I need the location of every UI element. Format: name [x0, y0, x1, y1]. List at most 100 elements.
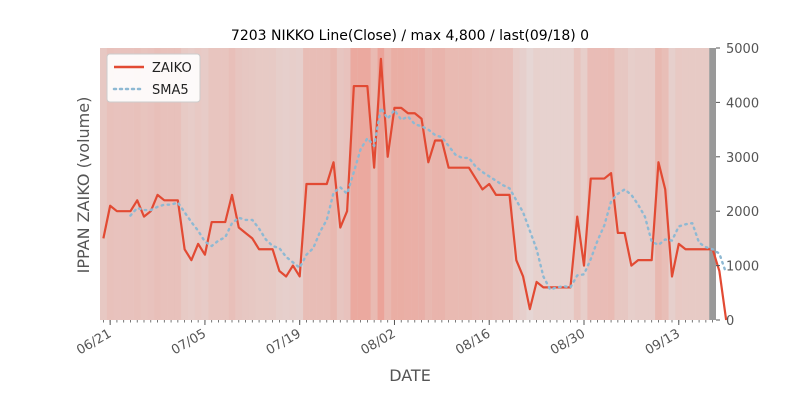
day-band — [221, 48, 229, 320]
day-band — [553, 48, 561, 320]
day-band — [154, 48, 161, 320]
day-band — [709, 48, 716, 320]
day-band — [127, 48, 134, 320]
day-band — [330, 48, 337, 320]
day-band — [492, 48, 500, 320]
day-band — [526, 48, 534, 320]
day-band — [411, 48, 419, 320]
day-band — [607, 48, 615, 320]
x-tick-label: 08/02 — [359, 326, 399, 358]
day-band — [655, 48, 662, 320]
day-band — [188, 48, 195, 320]
day-band — [580, 48, 588, 320]
day-band — [702, 48, 710, 320]
day-band — [242, 48, 249, 320]
legend-label-zaiko: ZAIKO — [152, 61, 192, 76]
day-band — [350, 48, 358, 320]
x-tick-label: 09/13 — [643, 326, 683, 358]
day-band — [147, 48, 155, 320]
day-band — [140, 48, 148, 320]
day-band — [431, 48, 439, 320]
day-band — [289, 48, 297, 320]
day-band — [560, 48, 568, 320]
day-band — [499, 48, 507, 320]
day-band — [276, 48, 283, 320]
day-band — [628, 48, 635, 320]
day-band — [675, 48, 683, 320]
day-band — [695, 48, 703, 320]
day-band — [424, 48, 432, 320]
day-band — [201, 48, 209, 320]
day-band — [106, 48, 114, 320]
day-band — [174, 48, 182, 320]
day-band — [418, 48, 425, 320]
x-tick-label: 07/05 — [169, 326, 209, 358]
day-band — [533, 48, 540, 320]
y-tick-label: 3000 — [726, 151, 759, 166]
day-band — [404, 48, 412, 320]
y-tick-label: 5000 — [726, 42, 759, 57]
day-band — [336, 48, 344, 320]
day-band — [235, 48, 243, 320]
day-band — [194, 48, 202, 320]
day-band — [113, 48, 121, 320]
day-band — [438, 48, 446, 320]
day-band — [167, 48, 175, 320]
day-band — [641, 48, 649, 320]
day-band — [452, 48, 459, 320]
day-band — [465, 48, 473, 320]
day-band — [458, 48, 466, 320]
day-band — [364, 48, 371, 320]
day-band — [519, 48, 527, 320]
day-band — [133, 48, 141, 320]
day-band — [634, 48, 642, 320]
day-band — [120, 48, 128, 320]
day-band — [357, 48, 364, 320]
day-band — [377, 48, 385, 320]
y-tick-label: 1000 — [726, 260, 759, 275]
day-band — [573, 48, 581, 320]
y-axis-label: IPPAN ZAIKO (volume) — [74, 97, 93, 274]
day-band — [282, 48, 290, 320]
day-band — [397, 48, 405, 320]
day-band — [215, 48, 222, 320]
series-line-sma5 — [129, 106, 728, 291]
x-tick-label: 08/16 — [453, 326, 493, 358]
y-tick-label: 4000 — [726, 96, 759, 111]
day-band — [648, 48, 656, 320]
y-tick-label: 0 — [726, 314, 734, 329]
day-band — [160, 48, 168, 320]
day-band — [296, 48, 304, 320]
day-band — [688, 48, 696, 320]
day-band — [668, 48, 676, 320]
day-band — [391, 48, 398, 320]
day-band — [512, 48, 520, 320]
day-band — [567, 48, 574, 320]
legend-label-sma5: SMA5 — [152, 83, 189, 98]
day-band — [614, 48, 622, 320]
y-tick-label: 2000 — [726, 205, 759, 220]
day-band — [269, 48, 276, 320]
legend: ZAIKO SMA5 — [106, 53, 201, 103]
x-tick-label: 08/30 — [548, 326, 588, 358]
series-layer — [102, 57, 728, 321]
x-tick-label: 07/19 — [264, 326, 304, 358]
day-band — [621, 48, 628, 320]
day-band — [208, 48, 216, 320]
day-band — [594, 48, 601, 320]
x-tick-label: 06/21 — [74, 326, 114, 358]
day-band — [600, 48, 608, 320]
day-band — [540, 48, 547, 320]
day-band — [100, 48, 107, 320]
day-band — [262, 48, 270, 320]
chart-title: 7203 NIKKO Line(Close) / max 4,800 / las… — [231, 28, 589, 44]
day-band — [479, 48, 486, 320]
day-band — [181, 48, 188, 320]
day-band — [248, 48, 256, 320]
day-band — [384, 48, 392, 320]
day-band — [506, 48, 513, 320]
day-band — [255, 48, 263, 320]
day-band — [445, 48, 452, 320]
